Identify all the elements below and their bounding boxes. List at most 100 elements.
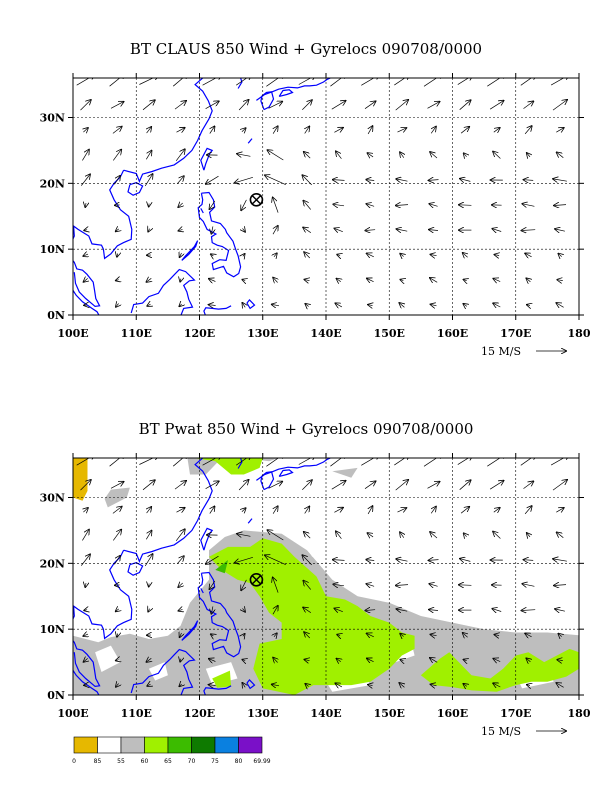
- wind-vector: [335, 228, 343, 231]
- wind-vector: [520, 458, 536, 466]
- wind-vector: [80, 480, 91, 491]
- wind-vector: [527, 533, 530, 537]
- y-tick-label: 10N: [40, 623, 65, 636]
- wind-vector: [146, 531, 151, 540]
- x-tick-label: 140E: [310, 707, 341, 720]
- colorbar-label: 60: [141, 758, 149, 765]
- coastline: [73, 669, 100, 695]
- wind-vector: [489, 101, 503, 110]
- wind-vector: [178, 203, 182, 207]
- wind-vector: [330, 458, 347, 467]
- wind-vector: [331, 101, 346, 110]
- wind-vector: [266, 78, 284, 87]
- wind-vector: [400, 254, 403, 257]
- wind-vector: [304, 532, 311, 539]
- wind-vector: [178, 583, 182, 587]
- wind-vector: [431, 684, 437, 685]
- wind-vector: [429, 204, 438, 207]
- wind-vector: [242, 683, 245, 687]
- wind-vector: [84, 658, 88, 661]
- wind-vector: [209, 685, 216, 686]
- x-tick-label: 150E: [374, 327, 405, 340]
- wind-vector: [147, 684, 150, 686]
- wind-vector: [83, 508, 88, 512]
- wind-vector: [493, 279, 501, 282]
- wind-vector: [179, 229, 183, 230]
- wind-vector: [274, 633, 277, 637]
- wind-vector: [331, 481, 346, 490]
- wind-vector: [176, 176, 184, 185]
- coastline: [127, 562, 144, 576]
- wind-vector: [368, 533, 374, 537]
- wind-vector: [523, 101, 534, 109]
- wind-vector: [305, 507, 310, 514]
- wind-vector: [365, 610, 376, 611]
- wind-vector: [367, 659, 374, 662]
- wind-vector: [85, 583, 86, 587]
- wind-vector: [174, 101, 186, 110]
- wind-vector: [460, 179, 471, 182]
- wind-vector: [525, 633, 532, 636]
- wind-vector: [556, 683, 564, 687]
- wind-vector: [394, 458, 409, 466]
- colorbar-swatch: [238, 736, 263, 754]
- wind-vector: [368, 506, 372, 515]
- wind-vector: [180, 659, 181, 662]
- wind-vector: [400, 152, 404, 157]
- wind-vector: [305, 280, 310, 281]
- wind-vector: [209, 305, 216, 306]
- wind-vector: [457, 78, 473, 85]
- wind-vector: [337, 635, 340, 636]
- wind-vector: [116, 660, 119, 661]
- wind-vector: [429, 230, 439, 231]
- wind-vector: [175, 529, 185, 542]
- pwat-region-60-65: [193, 458, 263, 475]
- wind-vector: [139, 78, 158, 85]
- wind-vector: [205, 481, 219, 490]
- wind-vector: [557, 532, 564, 538]
- pwat-region-60-65: [209, 538, 415, 695]
- y-tick-label: 10N: [40, 243, 65, 256]
- wind-vector: [176, 508, 185, 512]
- wind-vector: [238, 100, 248, 111]
- wind-vector: [210, 580, 216, 589]
- coastline: [73, 289, 100, 315]
- wind-vector: [303, 581, 311, 590]
- wind-vector: [367, 253, 374, 256]
- x-tick-label: 120E: [184, 707, 215, 720]
- wind-vector: [493, 659, 501, 662]
- wind-vector: [364, 481, 376, 489]
- wind-vector: [242, 128, 246, 132]
- wind-vector: [273, 278, 277, 283]
- wind-vector: [148, 609, 149, 612]
- coastline: [200, 527, 214, 551]
- x-tick-label: 170E: [500, 327, 531, 340]
- wind-vector: [174, 481, 186, 490]
- wind-vector: [83, 634, 88, 636]
- coastline: [260, 91, 275, 111]
- x-tick-label: 120E: [184, 327, 215, 340]
- coastline: [123, 78, 213, 183]
- x-tick-label: 110E: [121, 707, 152, 720]
- wind-vector: [395, 100, 408, 111]
- colorbar-label: 80: [235, 758, 243, 765]
- wind-vector: [526, 658, 530, 661]
- wind-vector: [109, 458, 125, 467]
- wind-vector: [525, 253, 532, 256]
- wind-vector: [210, 507, 215, 514]
- wind-vector: [527, 305, 530, 306]
- wind-vector: [429, 180, 439, 181]
- wind-vector: [394, 78, 409, 86]
- colorbar-swatch: [214, 736, 239, 754]
- wind-vector: [298, 78, 316, 85]
- wind-vector: [552, 480, 567, 491]
- coastline: [197, 571, 242, 658]
- wind-vector: [335, 303, 343, 307]
- colorbar-swatch: [120, 736, 145, 754]
- x-tick-label: 130E: [247, 327, 278, 340]
- wind-vector: [330, 78, 347, 87]
- colorbar-label: 85: [94, 758, 102, 765]
- wind-vector: [206, 555, 219, 564]
- wind-vector: [272, 684, 280, 685]
- wind-vector: [84, 278, 88, 281]
